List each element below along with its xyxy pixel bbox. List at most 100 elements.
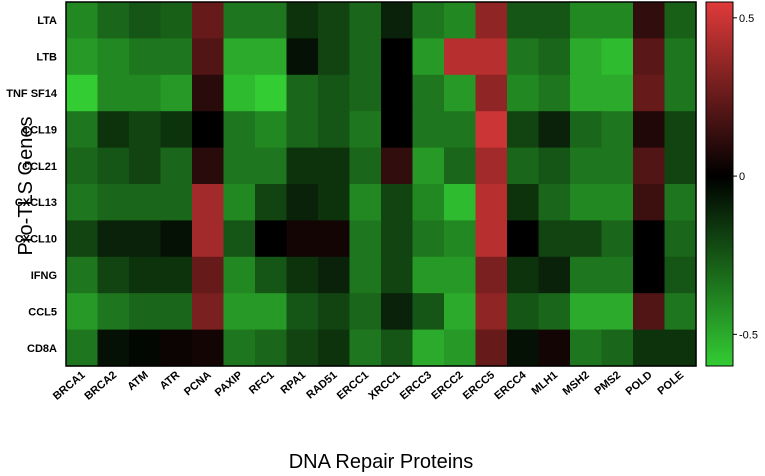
heatmap-cell [318,256,351,294]
heatmap-cell [507,111,540,149]
heatmap-cell [349,74,382,112]
heatmap-cell [444,74,477,112]
heatmap-cell [381,74,414,112]
heatmap-cell [129,111,162,149]
heatmap-cell [66,184,99,221]
column-label: POLE [656,369,687,397]
heatmap-cell [286,256,319,294]
heatmap-cell [223,293,256,331]
heatmap-cell [318,329,351,367]
column-label: PAXIP [213,369,245,399]
heatmap-cell [192,329,225,367]
heatmap-cell [633,184,666,221]
heatmap-cell [381,329,414,367]
heatmap-cell [97,220,130,258]
column-label: MSH2 [561,369,592,398]
heatmap-cell [444,184,477,221]
heatmap-cell [412,111,445,149]
heatmap-cell [601,329,634,367]
heatmap-cell [349,329,382,367]
column-label: ERCC1 [335,369,371,402]
heatmap-cell [412,2,445,39]
heatmap-cell [633,38,666,76]
heatmap-cell [601,147,634,185]
row-label: CXCL13 [15,197,57,209]
heatmap-cell [601,38,634,76]
heatmap-cell [507,2,540,39]
heatmap-cell [507,74,540,112]
heatmap-cell [507,329,540,367]
heatmap-cell [664,329,697,367]
colorbar-ticks: 0.5 0 -0.5 [733,13,758,341]
heatmap-cell [255,111,288,149]
heatmap-cell [349,184,382,221]
heatmap-cell [538,38,571,76]
x-axis-label: DNA Repair Proteins [289,451,474,473]
heatmap-cell [160,2,193,39]
heatmap-cell [97,111,130,149]
heatmap-cell [286,38,319,76]
heatmap-cell [349,2,382,39]
heatmap-cell [192,147,225,185]
heatmap-cell [664,2,697,39]
heatmap-cell [570,74,603,112]
heatmap-cell [444,38,477,76]
heatmap-cell [664,74,697,112]
heatmap-cell [570,2,603,39]
heatmap-cell [255,329,288,367]
heatmap-cell [66,2,99,39]
heatmap-cell [475,220,508,258]
heatmap-cell [318,147,351,185]
heatmap-cell [444,220,477,258]
heatmap-cell [255,256,288,294]
heatmap-cell [475,329,508,367]
row-label: LTA [37,15,57,27]
heatmap-cell [538,220,571,258]
heatmap-cell [601,2,634,39]
heatmap-cell [66,220,99,258]
heatmap-cell [412,256,445,294]
heatmap-cell [349,147,382,185]
heatmap-cell [286,184,319,221]
heatmap-cell [223,38,256,76]
heatmap-cell [129,2,162,39]
heatmap-cell [444,147,477,185]
heatmap-cell [255,220,288,258]
heatmap-cell [633,293,666,331]
heatmap-cell [97,293,130,331]
heatmap-cell [633,111,666,149]
heatmap-cell [507,38,540,76]
heatmap-cell [475,2,508,39]
heatmap-cell [286,293,319,331]
heatmap-cell [192,38,225,76]
heatmap-cell [633,147,666,185]
heatmap-cell [129,38,162,76]
heatmap-cell [475,293,508,331]
heatmap-cell [538,147,571,185]
heatmap-cell [507,147,540,185]
heatmap-cell [160,74,193,112]
heatmap-cell [255,293,288,331]
heatmap-cell [66,147,99,185]
heatmap-cell [286,147,319,185]
heatmap-cell [412,220,445,258]
heatmap-cell [66,256,99,294]
heatmap-cell [601,220,634,258]
heatmap-cell [129,74,162,112]
heatmap-cell [286,220,319,258]
heatmap-cell [160,184,193,221]
heatmap-cell [664,220,697,258]
heatmap-cell [444,256,477,294]
heatmap-cell [97,256,130,294]
heatmap-cell [129,184,162,221]
heatmap-cell [318,293,351,331]
heatmap-cell [381,147,414,185]
heatmap-cell [160,220,193,258]
heatmap-cell [570,293,603,331]
heatmap-cell [664,256,697,294]
row-label: CCL19 [22,124,57,136]
heatmap-cell [664,147,697,185]
heatmap-cell [286,74,319,112]
